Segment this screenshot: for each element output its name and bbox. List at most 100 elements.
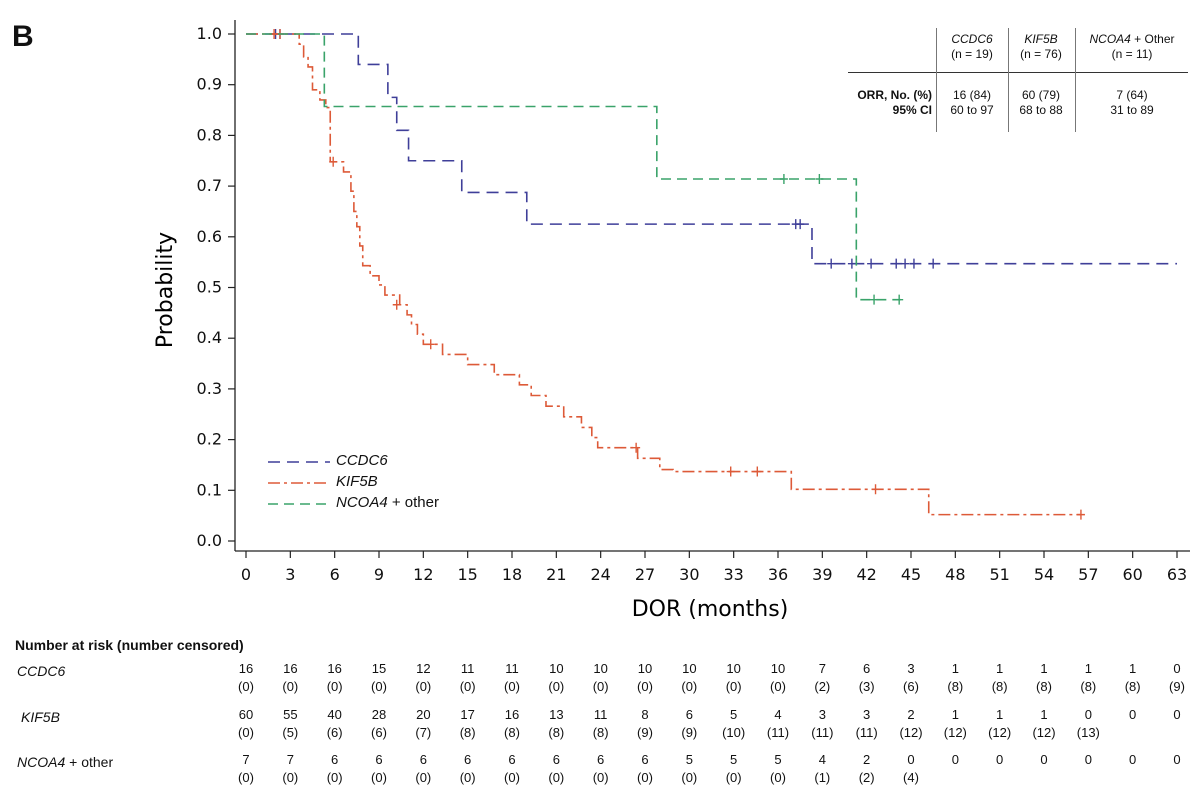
risk-cell: 2 (12) [891, 706, 931, 742]
censor-mark [815, 174, 824, 185]
stats-col-rule [936, 28, 937, 132]
risk-cell: 6 (9) [669, 706, 709, 742]
x-tick-label: 9 [374, 565, 384, 584]
at-risk-value: 6 [375, 752, 383, 767]
at-risk-value: 3 [907, 661, 915, 676]
censored-value: (2) [858, 770, 875, 785]
censor-mark [909, 258, 918, 269]
censored-value: (7) [415, 725, 432, 740]
risk-cell: 40 (6) [315, 706, 355, 742]
stats-values-ncoa4: 7 (64) 31 to 89 [1110, 88, 1154, 117]
risk-cell: 2 (2) [847, 751, 887, 787]
y-tick-label: 0.8 [197, 125, 222, 144]
stats-col-rule [1008, 28, 1009, 132]
risk-cell: 0 [1024, 751, 1064, 769]
risk-cell: 6 (3) [847, 660, 887, 696]
censor-mark [867, 258, 876, 269]
at-risk-value: 0 [1129, 707, 1137, 722]
at-risk-value: 0 [1084, 752, 1092, 767]
censor-mark [929, 258, 938, 269]
at-risk-value: 16 [283, 661, 298, 676]
at-risk-value: 1 [951, 661, 959, 676]
x-tick-label: 39 [812, 565, 832, 584]
censored-value: (12) [899, 725, 923, 740]
km-curve-0 [246, 33, 1177, 265]
risk-cell: 0 [1113, 751, 1153, 769]
y-tick-label: 0.6 [197, 227, 222, 246]
risk-cell: 0 [1157, 751, 1197, 769]
risk-row-label-kif5b: KIF5B [21, 709, 60, 725]
risk-cell: 1 (8) [1024, 660, 1064, 696]
stats-values-ccdc6: 16 (84) 60 to 97 [950, 88, 994, 117]
censored-value: (8) [1080, 679, 1097, 694]
risk-cell: 15 (0) [359, 660, 399, 696]
censored-value: (12) [943, 725, 967, 740]
censored-value: (0) [326, 770, 343, 785]
at-risk-value: 5 [730, 707, 738, 722]
risk-cell: 5 (0) [714, 751, 754, 787]
censored-value: (0) [770, 770, 786, 785]
risk-cell: 7 (0) [226, 751, 266, 787]
at-risk-value: 17 [460, 707, 475, 722]
at-risk-value: 1 [1129, 661, 1137, 676]
risk-cell: 5 (0) [758, 751, 798, 787]
x-tick-label: 36 [768, 565, 788, 584]
censored-value: (0) [282, 770, 299, 785]
censor-mark [892, 258, 901, 269]
risk-row-label-ccdc6: CCDC6 [17, 663, 66, 679]
at-risk-value: 0 [1084, 707, 1092, 722]
censor-mark [871, 484, 880, 495]
risk-cell: 10 (0) [536, 660, 576, 696]
risk-cell: 1 (8) [1113, 660, 1153, 696]
risk-cell: 0 [980, 751, 1020, 769]
risk-cell: 7 (2) [802, 660, 842, 696]
censored-value: (11) [811, 725, 834, 740]
x-tick-label: 6 [330, 565, 340, 584]
panel-letter: B [12, 20, 34, 53]
at-risk-value: 28 [371, 707, 387, 722]
at-risk-value: 1 [1040, 661, 1048, 676]
at-risk-value: 20 [416, 707, 431, 722]
x-tick-label: 12 [413, 565, 433, 584]
risk-cell: 6 (0) [448, 751, 488, 787]
risk-cell: 0 [1157, 706, 1197, 724]
at-risk-value: 1 [996, 707, 1004, 722]
censored-value: (11) [855, 725, 878, 740]
risk-cell: 5 (10) [714, 706, 754, 742]
risk-cell: 6 (0) [359, 751, 399, 787]
at-risk-value: 6 [552, 752, 560, 767]
at-risk-value: 11 [593, 707, 608, 722]
at-risk-value: 7 [818, 661, 826, 676]
risk-cell: 11 (0) [448, 660, 488, 696]
stats-col-rule [1075, 28, 1076, 132]
at-risk-value: 60 [238, 707, 254, 722]
risk-cell: 1 (8) [980, 660, 1020, 696]
risk-cell: 3 (11) [847, 706, 887, 742]
risk-cell: 6 (0) [315, 751, 355, 787]
censored-value: (0) [282, 679, 299, 694]
censored-value: (6) [903, 679, 919, 694]
at-risk-value: 10 [637, 661, 653, 676]
at-risk-value: 5 [730, 752, 738, 767]
risk-cell: 1 (12) [935, 706, 975, 742]
risk-cell: 20 (7) [403, 706, 443, 742]
legend-label-kif5b: KIF5B [336, 473, 378, 490]
censored-value: (13) [1076, 725, 1100, 740]
at-risk-value: 5 [685, 752, 693, 767]
risk-cell: 10 (0) [581, 660, 621, 696]
stats-values-kif5b: 60 (79) 68 to 88 [1019, 88, 1063, 117]
x-axis-label: DOR (months) [632, 597, 789, 620]
censor-mark [901, 258, 910, 269]
censored-value: (0) [415, 679, 432, 694]
risk-cell: 11 (0) [492, 660, 532, 696]
censored-value: (0) [459, 679, 476, 694]
censored-value: (9) [1169, 679, 1185, 694]
at-risk-value: 10 [726, 661, 741, 676]
censored-value: (0) [504, 679, 520, 694]
at-risk-value: 7 [286, 752, 294, 767]
censored-value: (0) [770, 679, 786, 694]
x-tick-label: 21 [546, 565, 566, 584]
censored-value: (12) [1032, 725, 1056, 740]
risk-cell: 16 (0) [315, 660, 355, 696]
at-risk-value: 1 [1084, 661, 1092, 676]
